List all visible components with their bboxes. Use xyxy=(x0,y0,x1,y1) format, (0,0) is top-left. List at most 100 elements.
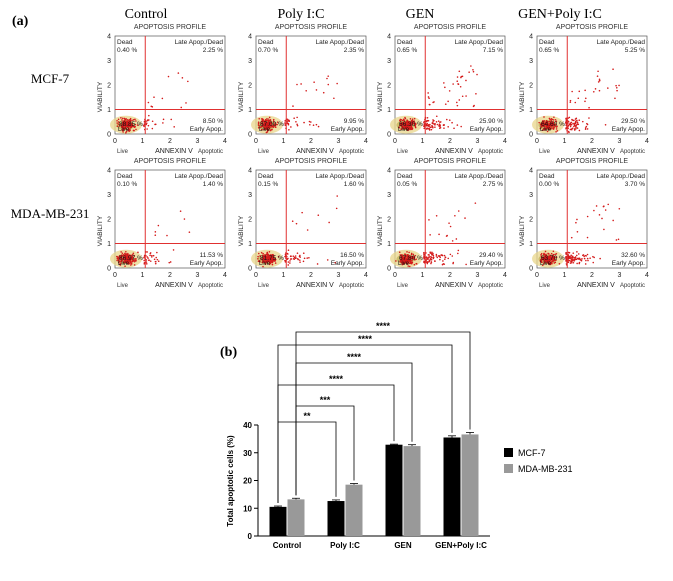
quadrant-late-value: 3.70 % xyxy=(625,181,645,188)
event-dot xyxy=(269,124,272,127)
flow-plot-title: APOPTOSIS PROFILE xyxy=(556,24,629,31)
event-dot xyxy=(146,119,149,122)
y-tick-label: 3 xyxy=(107,192,111,199)
quadrant-dead-value: 0.70 % xyxy=(258,47,278,54)
event-dot xyxy=(156,258,159,261)
event-dot xyxy=(604,209,607,211)
event-dot xyxy=(403,121,406,123)
event-dot xyxy=(291,220,294,223)
event-dot xyxy=(185,102,187,104)
event-dot xyxy=(551,262,553,265)
event-dot xyxy=(168,261,171,264)
event-dot xyxy=(427,258,430,260)
event-dot xyxy=(573,128,576,130)
event-dot xyxy=(287,249,290,252)
corner-apoptotic-label: Apoptotic xyxy=(620,283,645,289)
event-dot xyxy=(122,261,125,264)
event-dot xyxy=(264,263,267,265)
event-dot xyxy=(413,117,416,120)
x-axis-label: ANNEXIN V xyxy=(577,148,615,155)
event-dot xyxy=(132,119,135,121)
quadrant-early-value: 16.50 % xyxy=(340,252,364,259)
event-dot xyxy=(449,253,452,256)
event-dot xyxy=(145,261,148,263)
event-dot xyxy=(124,258,127,261)
quadrant-dead-value: 0.65 % xyxy=(539,47,559,54)
x-tick-label: 3 xyxy=(196,138,200,145)
event-dot xyxy=(262,261,264,264)
event-dot xyxy=(134,260,137,262)
event-dot xyxy=(554,118,557,121)
event-dot xyxy=(266,119,268,122)
x-category-label: Control xyxy=(273,541,301,550)
quadrant-live-value: 64.60 % xyxy=(541,121,565,128)
event-dot xyxy=(574,125,577,128)
quadrant-live-label: Live xyxy=(540,127,552,133)
event-dot xyxy=(453,127,455,130)
event-dot xyxy=(405,122,408,124)
event-dot xyxy=(265,124,268,127)
y-tick-label: 4 xyxy=(248,34,252,41)
event-dot xyxy=(576,251,578,253)
event-dot xyxy=(132,253,134,256)
event-dot xyxy=(148,259,150,261)
event-dot xyxy=(257,255,259,258)
event-dot xyxy=(269,260,272,263)
y-axis-label: VIABILITY xyxy=(238,215,245,246)
event-dot xyxy=(284,124,287,127)
event-dot xyxy=(124,252,126,255)
bar-y-axis-label: Total apoptotic cells (%) xyxy=(226,435,235,527)
event-dot xyxy=(293,117,295,119)
y-tick-label: 4 xyxy=(107,168,111,175)
x-tick-label: 0 xyxy=(254,272,258,279)
event-dot xyxy=(618,84,620,87)
event-dot xyxy=(425,124,428,127)
event-dot xyxy=(306,229,309,231)
event-dot xyxy=(284,123,286,125)
event-dot xyxy=(146,251,148,253)
quadrant-late-label: Late Apop./Dead xyxy=(455,173,504,180)
x-tick-label: 4 xyxy=(223,272,227,279)
x-tick-label: 1 xyxy=(563,272,567,279)
event-dot xyxy=(262,124,265,127)
event-dot xyxy=(565,256,567,259)
y-tick-label: 4 xyxy=(387,34,391,41)
event-dot xyxy=(124,256,126,258)
event-dot xyxy=(264,125,266,128)
event-dot xyxy=(263,257,265,259)
event-dot xyxy=(129,258,132,260)
event-dot xyxy=(584,127,587,129)
quadrant-late-label: Late Apop./Dead xyxy=(597,39,646,46)
event-dot xyxy=(263,260,266,263)
event-dot xyxy=(137,251,139,254)
event-dot xyxy=(409,118,412,120)
x-tick-label: 1 xyxy=(141,272,145,279)
quadrant-late-value: 7.15 % xyxy=(483,47,503,54)
event-dot xyxy=(292,258,295,260)
event-dot xyxy=(152,254,155,257)
event-dot xyxy=(257,124,260,126)
quadrant-early-value: 32.60 % xyxy=(621,252,645,259)
event-dot xyxy=(169,261,172,263)
event-dot xyxy=(577,97,580,100)
event-dot xyxy=(265,256,268,259)
event-dot xyxy=(400,123,403,126)
event-dot xyxy=(257,252,260,255)
quadrant-late-value: 5.25 % xyxy=(625,47,645,54)
event-dot xyxy=(312,124,315,127)
event-dot xyxy=(540,125,542,127)
flow-plot-title: APOPTOSIS PROFILE xyxy=(414,24,487,31)
event-dot xyxy=(581,120,584,123)
event-dot xyxy=(552,119,555,121)
event-dot xyxy=(442,260,444,262)
y-tick-label: 0 xyxy=(248,132,252,139)
event-dot xyxy=(569,101,572,103)
event-dot xyxy=(268,256,271,258)
event-dot xyxy=(116,255,118,258)
event-dot xyxy=(270,122,273,125)
condition-header-1: Poly I:C xyxy=(277,7,324,22)
event-dot xyxy=(188,231,191,233)
